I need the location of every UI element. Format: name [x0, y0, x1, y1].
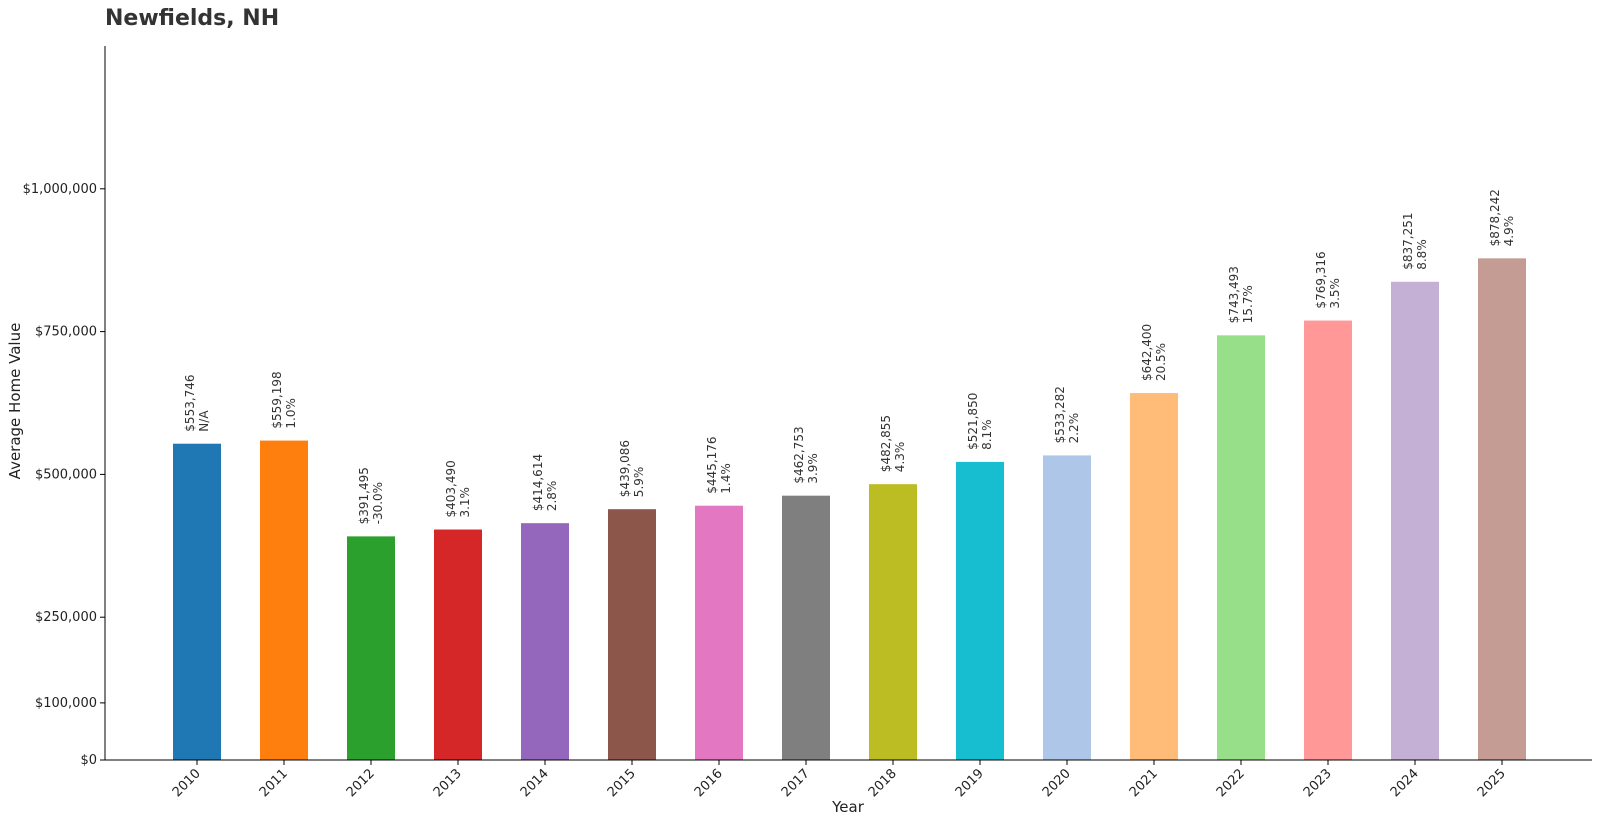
bar-2013: [434, 529, 482, 760]
bar-value-label: $445,176: [705, 436, 719, 493]
x-tick-label-2012: 2012: [344, 766, 378, 800]
bar-value-label: $414,614: [531, 454, 545, 511]
bar-label-2015: $439,0865.9%: [618, 440, 646, 497]
x-tick-label-2021: 2021: [1127, 766, 1161, 800]
bar-change-label: 3.5%: [1328, 278, 1342, 309]
bar-label-2010: $553,746N/A: [183, 374, 211, 431]
bar-change-label: 8.1%: [980, 419, 994, 450]
bar-2021: [1130, 393, 1178, 760]
bar-value-label: $878,242: [1488, 189, 1502, 246]
bar-value-label: $439,086: [618, 440, 632, 497]
bar-change-label: 20.5%: [1154, 343, 1168, 381]
bar-value-label: $743,493: [1227, 266, 1241, 323]
bar-change-label: N/A: [197, 410, 211, 432]
x-tick-label-2013: 2013: [431, 766, 465, 800]
bar-value-label: $642,400: [1140, 324, 1154, 381]
x-tick-label-2014: 2014: [518, 766, 552, 800]
bar-value-label: $769,316: [1314, 251, 1328, 308]
bar-2019: [956, 461, 1004, 760]
bar-change-label: 5.9%: [632, 467, 646, 498]
bar-2024: [1391, 281, 1439, 760]
bar-label-2023: $769,3163.5%: [1314, 251, 1342, 308]
bar-2010: [173, 443, 221, 760]
x-tick-label-2020: 2020: [1040, 766, 1074, 800]
x-tick-label-2011: 2011: [257, 766, 291, 800]
y-tick-label: $500,000: [35, 467, 97, 482]
bar-label-2013: $403,4903.1%: [444, 460, 472, 517]
y-tick-label: $100,000: [35, 696, 97, 711]
bar-label-2025: $878,2424.9%: [1488, 189, 1516, 246]
bar-change-label: 15.7%: [1241, 285, 1255, 323]
bar-2011: [260, 440, 308, 760]
x-tick-label-2010: 2010: [170, 766, 204, 800]
bar-value-label: $482,855: [879, 415, 893, 472]
bar-change-label: 4.3%: [893, 442, 907, 473]
bar-2022: [1217, 335, 1265, 760]
bar-change-label: 3.9%: [806, 453, 820, 484]
bar-change-label: 1.0%: [284, 398, 298, 429]
bar-change-label: 2.8%: [545, 481, 559, 512]
x-tick-label-2019: 2019: [953, 766, 987, 800]
chart-title: Newfields, NH: [105, 6, 279, 31]
x-tick-label-2025: 2025: [1475, 766, 1509, 800]
x-axis-ticks: 2010 2011 2012 2013 2014 2015 2016 2017 2018 2019…: [170, 760, 1509, 800]
bar-label-2021: $642,40020.5%: [1140, 324, 1168, 381]
bar-2023: [1304, 320, 1352, 760]
bar-2018: [869, 484, 917, 760]
bar-value-label: $521,850: [966, 393, 980, 450]
bar-change-label: 1.4%: [719, 463, 733, 494]
bar-change-label: 2.2%: [1067, 413, 1081, 444]
y-tick-label: $1,000,000: [23, 182, 97, 197]
y-tick-label: $750,000: [35, 325, 97, 340]
bar-value-label: $391,495: [357, 467, 371, 524]
bar-value-label: $553,746: [183, 374, 197, 431]
bar-label-2014: $414,6142.8%: [531, 454, 559, 511]
bar-label-2022: $743,49315.7%: [1227, 266, 1255, 323]
bar-2012: [347, 536, 395, 760]
x-tick-label-2017: 2017: [779, 766, 813, 800]
x-tick-label-2018: 2018: [866, 766, 900, 800]
bar-2014: [521, 523, 569, 760]
bar-2015: [608, 509, 656, 760]
bar-2020: [1043, 455, 1091, 760]
bar-label-2019: $521,8508.1%: [966, 393, 994, 450]
bar-label-2020: $533,2822.2%: [1053, 386, 1081, 443]
x-axis-label: Year: [831, 798, 865, 816]
bar-label-2017: $462,7533.9%: [792, 426, 820, 483]
y-axis-ticks: $0 $100,000 $250,000 $500,000 $750,000 $1,000…: [23, 182, 105, 768]
bar-change-label: -30.0%: [371, 482, 385, 524]
y-tick-label: $250,000: [35, 610, 97, 625]
bar-label-2011: $559,1981.0%: [270, 371, 298, 428]
y-axis-label: Average Home Value: [6, 323, 24, 480]
bar-change-label: 4.9%: [1502, 216, 1516, 247]
bars-group: [173, 258, 1526, 760]
bar-label-2024: $837,2518.8%: [1401, 212, 1429, 269]
bar-value-label: $559,198: [270, 371, 284, 428]
bar-label-2018: $482,8554.3%: [879, 415, 907, 472]
x-tick-label-2022: 2022: [1214, 766, 1248, 800]
bar-2017: [782, 495, 830, 760]
x-tick-label-2023: 2023: [1301, 766, 1335, 800]
bar-value-label: $533,282: [1053, 386, 1067, 443]
bar-label-2012: $391,495-30.0%: [357, 467, 385, 524]
bar-2016: [695, 505, 743, 760]
x-tick-label-2016: 2016: [692, 766, 726, 800]
bar-labels-group: $553,746N/A $559,1981.0% $391,495-30.0% $40…: [183, 189, 1516, 524]
bar-value-label: $403,490: [444, 460, 458, 517]
x-tick-label-2015: 2015: [605, 766, 639, 800]
bar-2025: [1478, 258, 1526, 760]
y-tick-label: $0: [80, 753, 97, 768]
bar-change-label: 8.8%: [1415, 239, 1429, 270]
bar-label-2016: $445,1761.4%: [705, 436, 733, 493]
bar-change-label: 3.1%: [458, 487, 472, 518]
bar-value-label: $837,251: [1401, 212, 1415, 269]
x-tick-label-2024: 2024: [1388, 766, 1422, 800]
bar-value-label: $462,753: [792, 426, 806, 483]
